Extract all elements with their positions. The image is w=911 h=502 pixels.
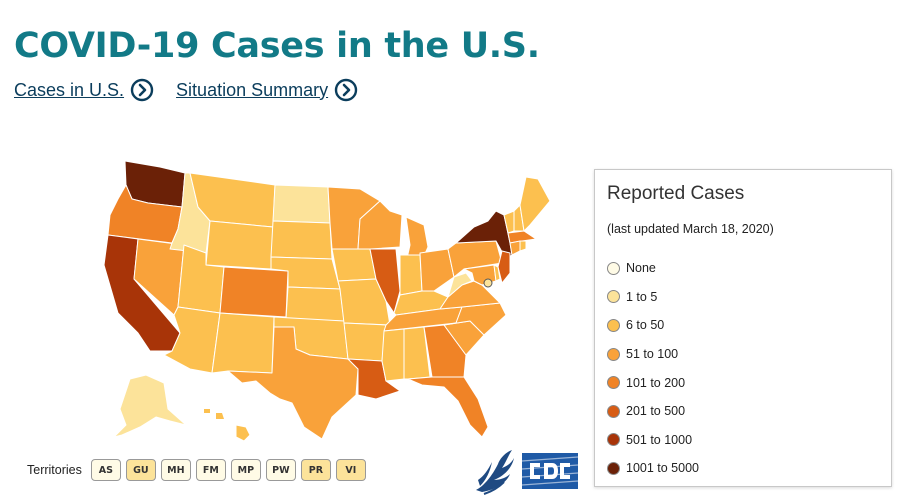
page-title: COVID-19 Cases in the U.S. <box>14 26 540 66</box>
legend-label: 201 to 500 <box>626 404 686 419</box>
legend-swatch <box>607 290 620 304</box>
legend-panel: Reported Cases (last updated March 18, 2… <box>594 169 892 487</box>
state-NM[interactable] <box>211 312 275 374</box>
legend-swatch <box>607 404 620 418</box>
agency-logos <box>470 446 578 496</box>
dc-marker[interactable] <box>483 278 493 288</box>
legend-swatch <box>607 461 620 475</box>
state-NJ[interactable] <box>497 250 511 284</box>
state-WY[interactable] <box>205 220 274 270</box>
state-OH[interactable] <box>419 248 455 292</box>
territory-button-gu[interactable]: GU <box>125 459 156 481</box>
territory-button-fm[interactable]: FM <box>195 459 226 481</box>
situation-summary-link-label: Situation Summary <box>176 79 329 100</box>
legend-item: 6 to 50 <box>607 311 699 340</box>
state-CO[interactable] <box>219 266 289 318</box>
state-TX[interactable] <box>227 326 359 440</box>
hhs-eagle-logo <box>476 450 514 495</box>
state-CT[interactable] <box>509 240 521 256</box>
legend-label: 101 to 200 <box>626 375 686 390</box>
territory-button-mp[interactable]: MP <box>230 459 261 481</box>
situation-summary-link[interactable]: Situation Summary <box>176 78 358 102</box>
us-states-map <box>103 160 551 442</box>
legend-swatch <box>607 376 620 390</box>
state-SD[interactable] <box>270 220 333 260</box>
legend-label: 1 to 5 <box>626 289 658 304</box>
legend-item: 501 to 1000 <box>607 426 699 455</box>
cdc-logo <box>522 453 578 489</box>
legend-item: 1 to 5 <box>607 283 699 312</box>
legend-swatch <box>607 318 620 332</box>
legend-title: Reported Cases <box>607 183 745 204</box>
legend-list: None 1 to 5 6 to 50 51 to 100 101 to 200… <box>607 254 699 483</box>
state-AR[interactable] <box>343 322 387 362</box>
state-HI-islands <box>216 413 224 419</box>
state-HI-islands <box>204 409 210 413</box>
legend-item: 101 to 200 <box>607 368 699 397</box>
state-WI[interactable] <box>357 200 403 250</box>
legend-item: 201 to 500 <box>607 397 699 426</box>
chevron-right-circle-icon <box>334 78 358 102</box>
state-MS[interactable] <box>381 328 405 382</box>
territory-button-as[interactable]: AS <box>90 459 121 481</box>
territories-bar: Territories AS GU MH FM MP PW PR VI <box>27 459 366 481</box>
state-DE[interactable] <box>493 264 501 282</box>
state-HI[interactable] <box>235 424 251 442</box>
territories-label: Territories <box>27 463 82 477</box>
state-IA[interactable] <box>331 248 377 282</box>
cases-in-us-link-label: Cases in U.S. <box>14 79 125 100</box>
state-RI[interactable] <box>519 240 527 252</box>
legend-label: 6 to 50 <box>626 318 665 333</box>
legend-swatch <box>607 433 620 447</box>
legend-label: 51 to 100 <box>626 347 679 362</box>
state-KS[interactable] <box>285 286 345 322</box>
header-links: Cases in U.S. Situation Summary <box>14 78 358 102</box>
state-ME[interactable] <box>519 176 551 232</box>
state-MA[interactable] <box>507 230 537 244</box>
chevron-right-circle-icon <box>130 78 154 102</box>
territory-button-pr[interactable]: PR <box>300 459 331 481</box>
state-FL[interactable] <box>407 376 489 438</box>
legend-swatch <box>607 261 620 275</box>
territory-button-mh[interactable]: MH <box>160 459 191 481</box>
state-AK[interactable] <box>113 374 187 438</box>
legend-label: 1001 to 5000 <box>626 461 699 476</box>
legend-item: 1001 to 5000 <box>607 454 699 483</box>
legend-label: 501 to 1000 <box>626 432 693 447</box>
territory-button-pw[interactable]: PW <box>265 459 296 481</box>
territory-button-vi[interactable]: VI <box>335 459 366 481</box>
state-ND[interactable] <box>272 184 331 224</box>
legend-updated: (last updated March 18, 2020) <box>607 222 774 236</box>
state-IN[interactable] <box>399 254 423 296</box>
state-WV[interactable] <box>447 272 473 298</box>
cases-in-us-link[interactable]: Cases in U.S. <box>14 78 154 102</box>
legend-item: 51 to 100 <box>607 340 699 369</box>
legend-label: None <box>626 261 656 276</box>
legend-swatch <box>607 347 620 361</box>
legend-item: None <box>607 254 699 283</box>
state-GA[interactable] <box>423 324 467 378</box>
